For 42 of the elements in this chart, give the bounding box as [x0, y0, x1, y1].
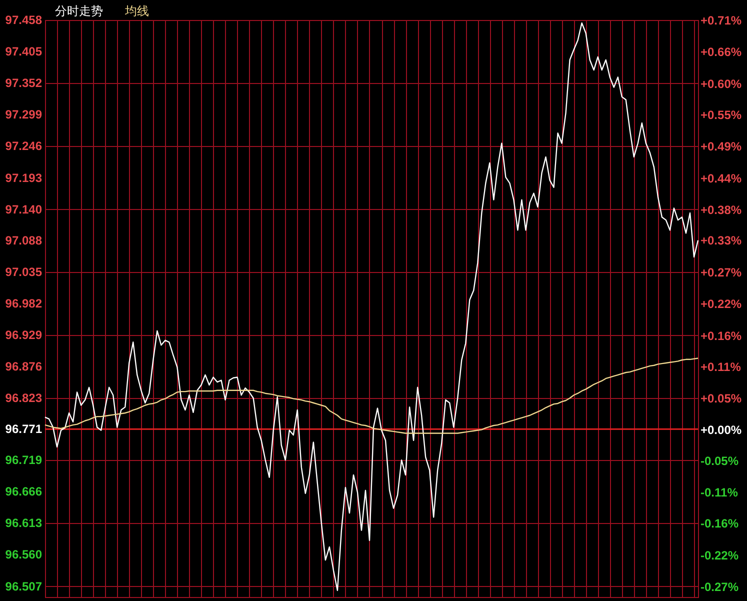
- y-tick-label: 96.929: [5, 328, 42, 342]
- y2-tick-label: +0.71%: [700, 14, 742, 28]
- y2-tick-label: -0.27%: [700, 580, 739, 594]
- y-tick-label: 96.876: [5, 360, 42, 374]
- y2-tick-label: -0.11%: [700, 486, 738, 500]
- y2-tick-label: -0.22%: [700, 548, 739, 562]
- y-tick-label: 96.560: [5, 548, 42, 562]
- y-tick-label: 96.613: [5, 516, 42, 530]
- y-tick-label: 97.088: [5, 233, 42, 248]
- text: 均线: [124, 4, 149, 18]
- y2-tick-label: +0.44%: [700, 171, 742, 186]
- y-tick-label: 97.458: [5, 13, 42, 27]
- y-tick-label: 97.352: [5, 76, 42, 90]
- y2-tick-label: +0.38%: [700, 203, 742, 218]
- line-series: [44, 358, 699, 434]
- y-tick-label: 97.140: [5, 202, 42, 216]
- y2-tick-label: +0.33%: [700, 234, 742, 248]
- text: 分时走势: [55, 4, 103, 18]
- y2-tick-label: +0.00%: [700, 422, 742, 437]
- y2-tick-label: +0.60%: [700, 76, 742, 91]
- line-series: [44, 22, 699, 592]
- y2-tick-label: +0.05%: [700, 392, 742, 406]
- y-tick-label: 96.982: [5, 296, 42, 310]
- y2-tick-label: +0.66%: [700, 45, 742, 60]
- y-tick-label: 96.719: [5, 453, 42, 468]
- y2-tick-label: +0.16%: [700, 328, 742, 343]
- y2-tick-label: +0.27%: [700, 265, 742, 280]
- y2-tick-label: +0.22%: [700, 297, 742, 312]
- y-tick-label: 97.035: [5, 264, 42, 279]
- y-tick-label: 97.405: [5, 44, 42, 59]
- y2-tick-label: +0.49%: [700, 140, 742, 154]
- y-tick-label: 97.193: [5, 170, 42, 185]
- y-tick-label: 96.771: [5, 422, 42, 436]
- y-tick-label: 96.507: [5, 579, 42, 594]
- y2-tick-label: +0.11%: [700, 360, 742, 374]
- y2-tick-label: +0.55%: [700, 108, 742, 122]
- y-tick-label: 97.246: [5, 139, 42, 154]
- y2-tick-label: -0.16%: [700, 516, 739, 531]
- y-tick-label: 96.823: [5, 391, 42, 406]
- y-tick-label: 97.299: [5, 108, 42, 122]
- y2-tick-label: -0.05%: [700, 454, 739, 468]
- y-tick-label: 96.666: [5, 484, 42, 499]
